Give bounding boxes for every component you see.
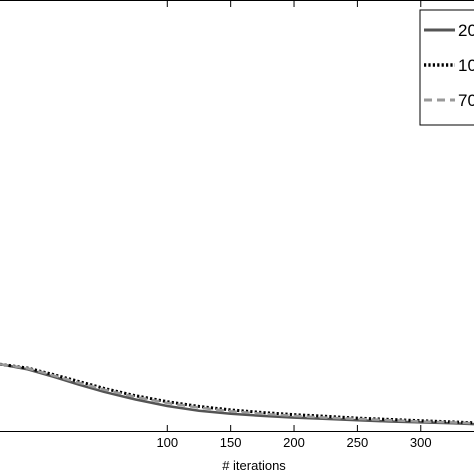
x-tick-label: 300 — [410, 435, 432, 450]
x-tick-label: 100 — [156, 435, 178, 450]
legend: 20 10 70 — [419, 9, 474, 126]
x-tick-label: 150 — [220, 435, 242, 450]
x-tick-label: 200 — [283, 435, 305, 450]
x-tick-label: 250 — [347, 435, 369, 450]
legend-label-10: 10 — [458, 56, 474, 75]
x-axis-label: # iterations — [222, 458, 286, 473]
series-line-70 — [0, 362, 474, 425]
series-group — [0, 362, 474, 426]
legend-label-70: 70 — [458, 91, 474, 110]
x-ticks: 100 150 200 250 300 — [156, 1, 432, 450]
legend-label-20: 20 — [458, 21, 474, 40]
